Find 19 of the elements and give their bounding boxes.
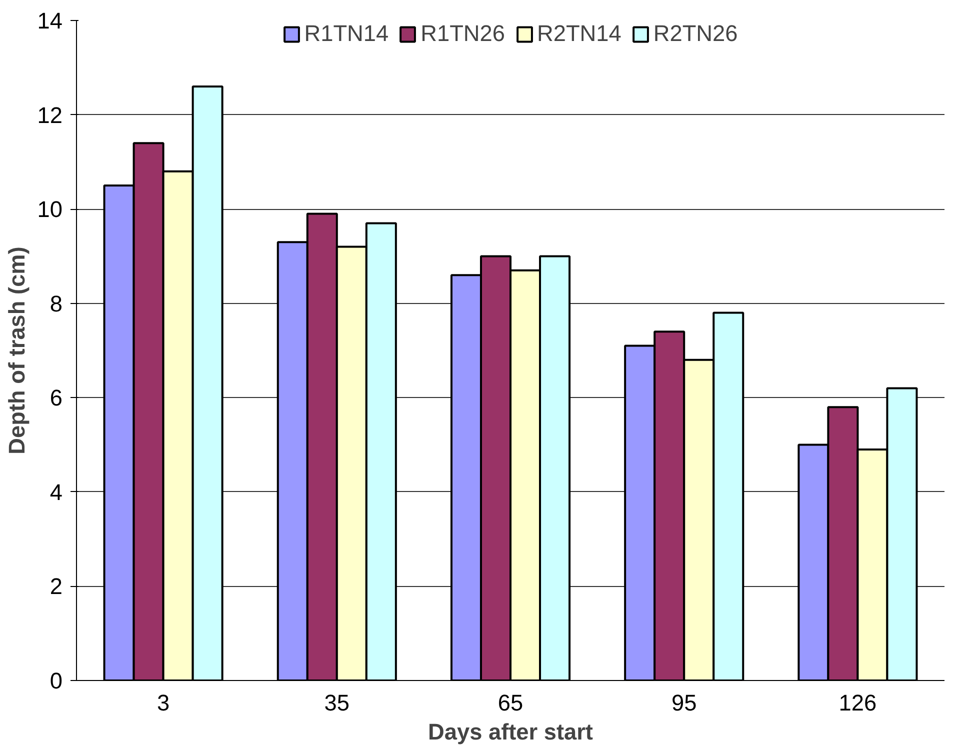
- y-tick-label: 6: [50, 384, 63, 411]
- y-tick-label: 4: [50, 478, 63, 505]
- y-tick-label: 8: [50, 290, 63, 316]
- y-tick-label: 14: [37, 8, 62, 34]
- x-tick-label: 126: [838, 690, 877, 716]
- legend-label: R2TN26: [653, 20, 738, 47]
- y-tick-label: 0: [50, 668, 63, 694]
- x-axis-title: Days after start: [428, 718, 594, 744]
- x-tick-label: 35: [324, 690, 350, 716]
- y-tick-label: 12: [37, 102, 62, 128]
- x-tick-label: 65: [498, 690, 524, 716]
- x-tick-label: 3: [157, 690, 170, 716]
- y-tick-label: 2: [50, 573, 63, 600]
- x-tick-label: 95: [672, 690, 697, 716]
- legend-label: R1TN14: [304, 20, 389, 47]
- legend-label: R2TN14: [537, 20, 622, 47]
- y-tick-label: 10: [37, 196, 62, 222]
- legend-label: R1TN26: [420, 20, 505, 47]
- y-axis-title: Depth of trash (cm): [3, 246, 30, 454]
